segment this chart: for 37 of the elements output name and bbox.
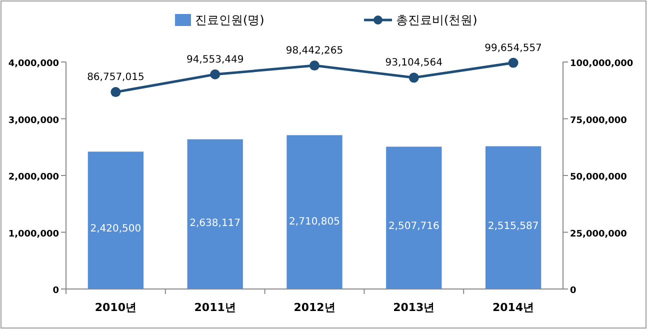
data-label: 93,104,564 bbox=[385, 58, 443, 69]
y-tick-label: 1,000,000 bbox=[8, 229, 59, 240]
point bbox=[508, 58, 518, 68]
legend-label: 진료인원(명) bbox=[195, 13, 264, 27]
point bbox=[408, 72, 419, 83]
y2-tick-label: 100,000,000 bbox=[570, 59, 634, 69]
bar bbox=[485, 146, 542, 289]
y2-tick-label: 0 bbox=[570, 286, 576, 296]
x-tick-label: 2012년 bbox=[294, 301, 336, 314]
y-tick-label: 3,000,000 bbox=[8, 116, 59, 126]
data-label: 2,507,716 bbox=[388, 221, 440, 232]
point bbox=[110, 87, 121, 98]
y2-tick-label: 25,000,000 bbox=[570, 229, 627, 240]
y-tick-label: 0 bbox=[52, 286, 59, 296]
y-tick-label: 2,000,000 bbox=[8, 172, 59, 182]
data-label: 2,515,587 bbox=[488, 221, 539, 232]
x-tick-label: 2010년 bbox=[94, 301, 137, 314]
data-label: 2,638,117 bbox=[190, 218, 241, 230]
data-label: 2,420,500 bbox=[90, 223, 142, 234]
y-tick-label: 4,000,000 bbox=[8, 59, 59, 69]
x-tick-label: 2013년 bbox=[393, 301, 435, 314]
data-label: 2,710,805 bbox=[289, 216, 340, 228]
bar bbox=[187, 139, 243, 289]
bar bbox=[88, 152, 144, 289]
legend-label: 총진료비(천원) bbox=[396, 13, 478, 27]
y2-tick-label: 75,000,000 bbox=[570, 116, 627, 126]
point bbox=[310, 60, 320, 71]
point bbox=[210, 69, 220, 80]
bar bbox=[386, 146, 442, 289]
bar bbox=[286, 135, 342, 289]
data-label: 86,757,015 bbox=[87, 72, 144, 84]
data-label: 94,553,449 bbox=[186, 54, 244, 66]
x-tick-label: 2014년 bbox=[492, 301, 534, 314]
data-label: 99,654,557 bbox=[484, 42, 542, 54]
data-label: 98,442,265 bbox=[286, 46, 344, 57]
x-tick-label: 2011년 bbox=[194, 301, 236, 314]
y2-tick-label: 50,000,000 bbox=[570, 172, 627, 182]
